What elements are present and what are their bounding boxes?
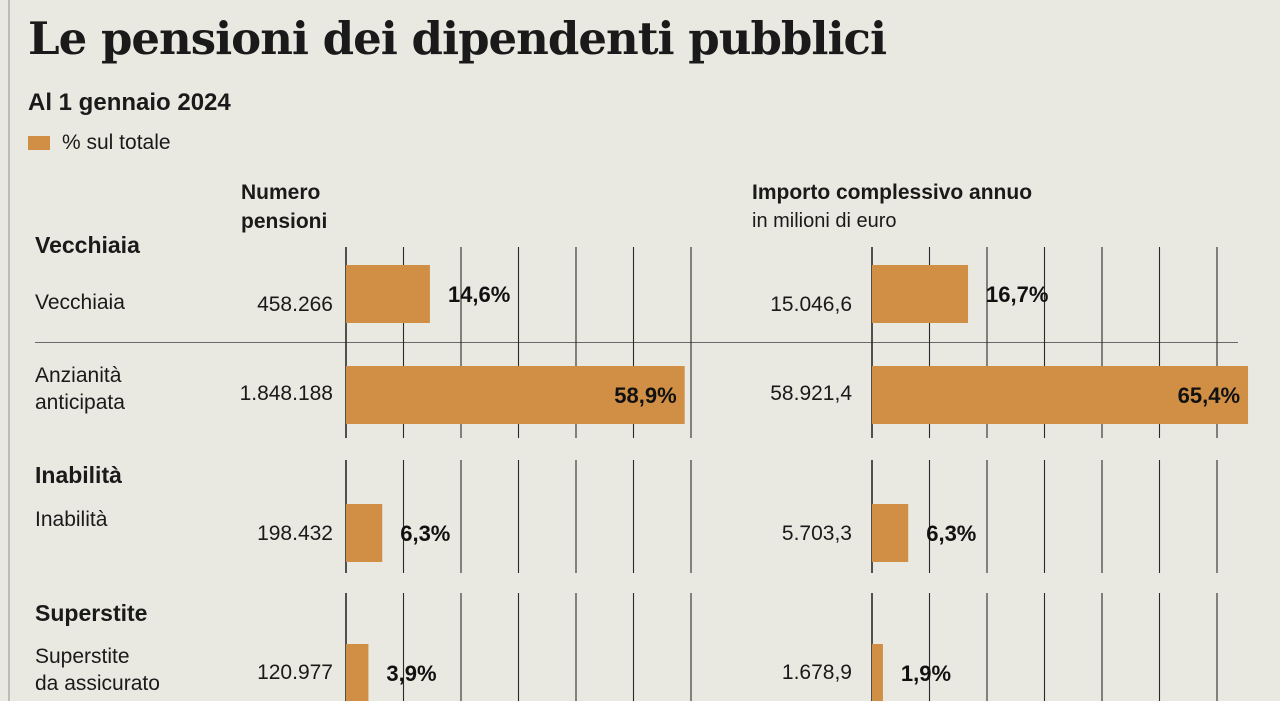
bar-value-label: 1,9% (901, 661, 951, 686)
row-amount-inabilita: 5.703,3 (781, 522, 852, 545)
row-label-vecchiaia: Vecchiaia (35, 289, 125, 316)
panel-header-amount: Importo complessivo annuo (752, 181, 1033, 204)
bar (872, 504, 909, 562)
row-number-vecchiaia: 458.266 (257, 293, 333, 316)
row-amount-anzianita: 58.921,4 (770, 382, 852, 405)
legend-swatch (28, 136, 50, 150)
row-number-superstite: 120.977 (257, 661, 333, 684)
row-label-line: Superstite (35, 645, 130, 668)
group-title-inabilita: Inabilità (35, 462, 122, 488)
row-label-line: Inabilità (35, 508, 108, 531)
row-amount-vecchiaia: 15.046,6 (770, 293, 852, 316)
bar-value-label: 65,4% (1178, 383, 1240, 408)
row-label-line: Anzianità (35, 364, 122, 387)
row-number-inabilita: 198.432 (257, 522, 333, 545)
bar-value-label: 58,9% (614, 383, 676, 408)
bar-value-label: 6,3% (400, 521, 450, 546)
bar-value-label: 16,7% (986, 282, 1048, 307)
chart-title: Le pensioni dei dipendenti pubblici (28, 12, 887, 65)
row-amount-superstite: 1.678,9 (781, 661, 852, 684)
panel-header-number-line2: pensioni (241, 210, 328, 233)
group-title-superstite: Superstite (35, 600, 148, 626)
bar (346, 504, 383, 562)
panel-header-number-line1: Numero (241, 181, 321, 204)
panel-subheader-amount: in milioni di euro (752, 210, 897, 232)
row-label-line: Vecchiaia (35, 291, 125, 314)
bar (872, 644, 883, 701)
bar (346, 265, 430, 323)
row-separator (35, 342, 1238, 343)
bar (346, 366, 685, 424)
row-label-anzianita: Anzianità anticipata (35, 362, 125, 416)
group-title-vecchiaia: Vecchiaia (35, 232, 140, 258)
bar-value-label: 14,6% (448, 282, 510, 307)
chart-subtitle: Al 1 gennaio 2024 (28, 89, 231, 116)
legend-label: % sul totale (62, 131, 171, 154)
row-label-line: anticipata (35, 391, 125, 414)
left-border-rule (8, 0, 10, 701)
row-label-inabilita: Inabilità (35, 506, 107, 533)
legend: % sul totale (28, 131, 171, 155)
row-number-anzianita: 1.848.188 (239, 382, 333, 405)
row-label-superstite: Superstite da assicurato (35, 643, 160, 697)
bar (872, 366, 1249, 424)
panel-header-number: Numero pensioni (241, 178, 327, 236)
bar-value-label: 3,9% (386, 661, 436, 686)
bar (872, 265, 969, 323)
bar (346, 644, 369, 701)
row-label-line: da assicurato (35, 672, 160, 695)
bar-value-label: 6,3% (926, 521, 976, 546)
